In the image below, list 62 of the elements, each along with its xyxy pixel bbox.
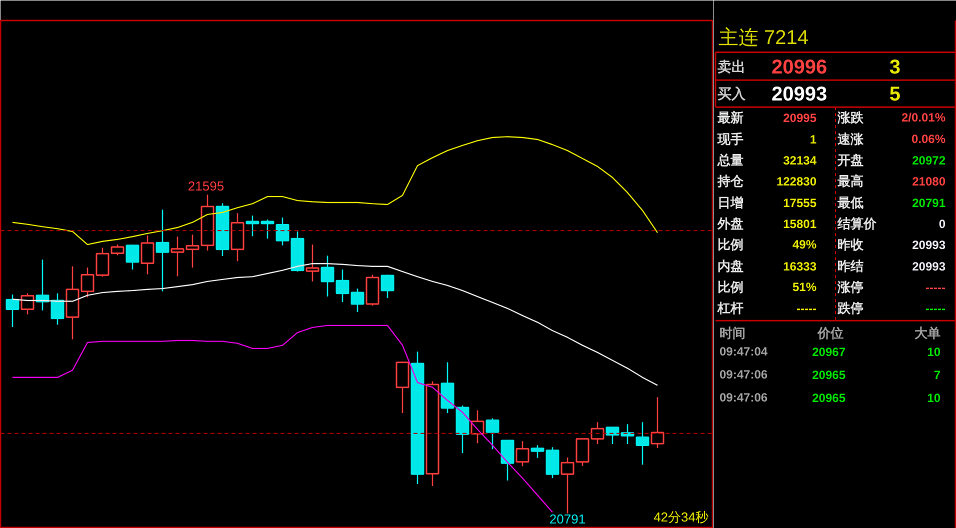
text: 大单 bbox=[914, 326, 940, 341]
text: 买入 bbox=[718, 86, 746, 102]
text: 7 bbox=[934, 368, 941, 382]
text: 20993 bbox=[912, 259, 946, 274]
text: 32134 bbox=[783, 154, 817, 168]
text: 10 bbox=[927, 344, 941, 359]
text: 51% bbox=[792, 280, 817, 294]
text: 17555 bbox=[783, 196, 817, 210]
text: 20965 bbox=[812, 368, 846, 382]
text: 跌停 bbox=[836, 300, 864, 316]
text: 16333 bbox=[783, 259, 817, 274]
text: 09:47:06 bbox=[720, 390, 768, 405]
text: 日增 bbox=[718, 194, 744, 210]
text: 主连 7214 bbox=[718, 26, 809, 49]
text: ----- bbox=[926, 280, 946, 295]
text: 开盘 bbox=[836, 152, 864, 168]
annotation: 42分34秒 bbox=[654, 510, 708, 524]
text: 20967 bbox=[812, 344, 846, 359]
text: 21080 bbox=[912, 174, 946, 189]
text: 最低 bbox=[836, 194, 864, 210]
text: 总量 bbox=[716, 152, 744, 168]
text: 比例 bbox=[718, 237, 744, 252]
text: 20995 bbox=[783, 111, 817, 126]
text: 卖出 bbox=[718, 58, 746, 75]
text: 3 bbox=[889, 56, 900, 79]
text: 20965 bbox=[812, 391, 846, 406]
annotation: 20791 bbox=[549, 511, 586, 526]
text: 20993 bbox=[772, 84, 828, 106]
text: 1 bbox=[810, 132, 817, 146]
text: 外盘 bbox=[716, 216, 744, 232]
text: ----- bbox=[796, 302, 817, 316]
text: 20993 bbox=[912, 238, 946, 252]
text: 122830 bbox=[776, 174, 817, 189]
text: 2/0.01% bbox=[901, 110, 946, 125]
text: 涨停 bbox=[836, 280, 864, 295]
text: 0 bbox=[938, 217, 946, 232]
annotation: 21595 bbox=[188, 178, 224, 194]
text: 49% bbox=[792, 238, 817, 252]
text: 15801 bbox=[783, 217, 817, 232]
text: 现手 bbox=[716, 131, 744, 146]
text: 最新 bbox=[716, 110, 744, 126]
text: 昨结 bbox=[838, 258, 864, 274]
text: 比例 bbox=[718, 280, 744, 295]
text: 持仓 bbox=[716, 174, 744, 189]
text: 涨跌 bbox=[836, 110, 864, 126]
text: 最高 bbox=[836, 174, 864, 189]
text: 20791 bbox=[912, 196, 946, 210]
text: 20972 bbox=[912, 154, 946, 168]
text: 5 bbox=[889, 84, 900, 106]
text: 时间 bbox=[720, 326, 746, 341]
text: 结算价 bbox=[836, 216, 878, 232]
text: 杠杆 bbox=[716, 300, 744, 316]
text: 20996 bbox=[772, 56, 828, 79]
text: 价位 bbox=[816, 326, 844, 341]
text: 09:47:06 bbox=[720, 368, 768, 382]
text: 10 bbox=[927, 391, 941, 406]
text: ----- bbox=[926, 302, 946, 316]
text: 昨收 bbox=[838, 237, 864, 252]
text: 0.06% bbox=[911, 132, 946, 146]
text: 09:47:04 bbox=[720, 344, 768, 358]
text: 内盘 bbox=[718, 258, 744, 274]
text: 速涨 bbox=[838, 131, 864, 146]
